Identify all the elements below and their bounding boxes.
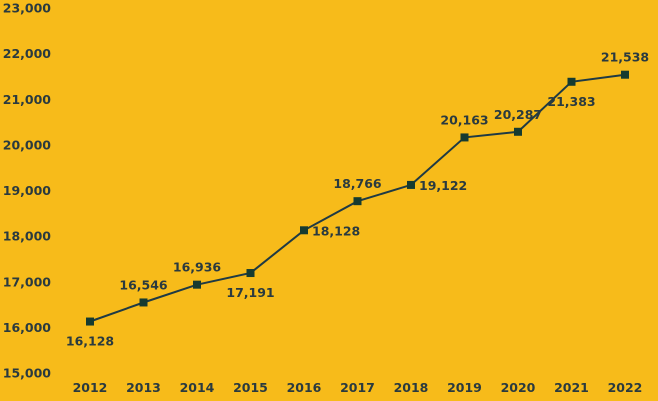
data-label: 18,128 (312, 223, 360, 238)
data-point-marker (514, 127, 522, 136)
x-axis: 2012 2013 2014 2015 2016 2017 2018 2019 2020 2021… (73, 380, 643, 395)
data-point-marker (139, 298, 148, 307)
data-markers (86, 70, 629, 326)
y-tick-label: 20,000 (3, 137, 52, 152)
data-label: 20,163 (440, 112, 488, 127)
data-label: 17,191 (226, 285, 274, 300)
data-point-marker (300, 226, 308, 235)
y-axis: 15,000 16,000 17,000 18,000 19,000 20,000 21,0… (3, 1, 52, 381)
x-tick-label: 2018 (394, 380, 429, 395)
y-tick-label: 19,000 (3, 183, 52, 198)
x-tick-label: 2020 (501, 380, 536, 395)
data-point-marker (460, 133, 469, 142)
y-tick-label: 16,000 (3, 320, 52, 335)
x-tick-label: 2013 (126, 380, 161, 395)
data-label: 16,128 (66, 334, 114, 349)
data-point-marker (407, 180, 415, 189)
data-point-marker (246, 269, 255, 278)
x-tick-label: 2019 (447, 380, 482, 395)
data-point-marker (353, 197, 362, 206)
x-tick-label: 2016 (287, 380, 322, 395)
y-tick-label: 15,000 (3, 366, 52, 381)
data-label: 21,538 (601, 50, 649, 65)
y-tick-label: 18,000 (3, 229, 52, 244)
y-tick-label: 21,000 (3, 92, 52, 107)
data-label: 16,546 (119, 277, 168, 292)
x-tick-label: 2017 (340, 380, 375, 395)
data-labels: 16,128 16,546 16,936 17,191 18,128 18,766 19,1… (66, 50, 649, 349)
data-label: 18,766 (333, 176, 382, 191)
data-label: 21,383 (547, 94, 595, 109)
y-tick-label: 23,000 (3, 1, 52, 16)
data-label: 20,287 (494, 107, 542, 122)
x-tick-label: 2021 (554, 380, 589, 395)
x-tick-label: 2015 (233, 380, 268, 395)
data-point-marker (621, 70, 629, 79)
y-tick-label: 22,000 (3, 46, 52, 61)
data-label: 19,122 (419, 178, 467, 193)
data-point-marker (193, 280, 201, 289)
x-tick-label: 2012 (73, 380, 108, 395)
data-label: 16,936 (173, 260, 222, 275)
data-point-marker (86, 317, 94, 326)
data-point-marker (567, 77, 576, 86)
y-tick-label: 17,000 (3, 274, 52, 289)
x-tick-label: 2014 (180, 380, 215, 395)
x-tick-label: 2022 (608, 380, 643, 395)
